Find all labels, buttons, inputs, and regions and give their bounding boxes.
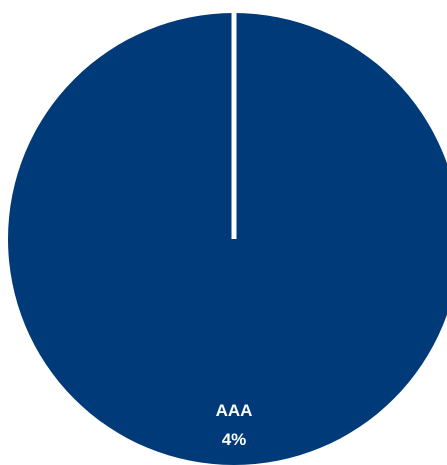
slice-label-aaa-category: AAA — [216, 401, 253, 420]
pie-data-labels: AAA 4% — [216, 401, 253, 449]
pie-slice-aaa — [8, 13, 447, 465]
slice-label-aaa-percent: 4% — [222, 430, 247, 449]
pie-slices — [8, 11, 447, 465]
